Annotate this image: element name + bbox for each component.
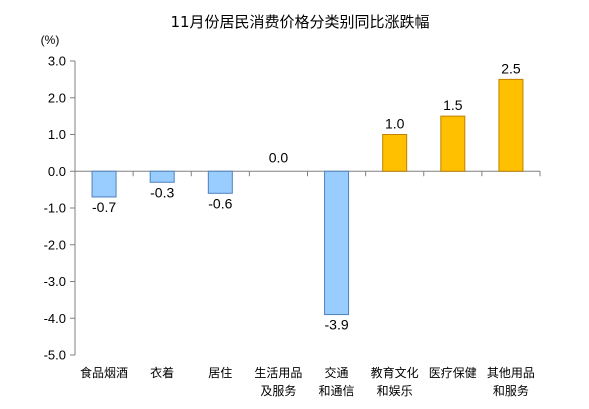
y-tick-label: -3.0: [44, 274, 66, 289]
y-tick-label: 2.0: [48, 90, 66, 105]
bar-value-label: -0.7: [92, 199, 116, 215]
y-tick-label: -1.0: [44, 201, 66, 216]
bar: [91, 170, 117, 198]
x-category-label: 和服务: [493, 383, 529, 398]
bar-value-label: 1.5: [443, 97, 463, 113]
y-unit-label: (%): [41, 33, 60, 47]
x-category-label: 教育文化: [371, 365, 419, 380]
y-tick-label: -4.0: [44, 311, 66, 326]
x-category-label: 医疗保健: [429, 366, 477, 380]
x-category-label: 及服务: [260, 383, 296, 398]
x-category-label: 和通信: [319, 384, 355, 398]
x-category-label: 食品烟酒: [80, 365, 128, 380]
x-category-label: 交通: [325, 365, 349, 380]
x-category-label: 和娱乐: [377, 384, 413, 398]
y-tick-label: 0.0: [48, 164, 66, 179]
bar: [324, 170, 350, 316]
y-tick-label: -2.0: [44, 237, 66, 252]
x-category-label: 生活用品: [254, 366, 302, 380]
y-tick-label: 1.0: [48, 127, 66, 142]
y-tick-label: 3.0: [48, 54, 66, 69]
value-labels: -0.7 -0.3 -0.6 0.0 -3.9 1.0 1.5 2.5: [92, 60, 521, 332]
bar-value-label: -3.9: [325, 317, 349, 333]
x-category-label: 其他用品: [487, 366, 535, 380]
bar: [498, 78, 524, 172]
chart-title: 11月份居民消费价格分类别同比涨跌幅: [170, 13, 429, 31]
axes: 3.0 2.0 1.0 0.0 -1.0 -2.0 -3.0 -4.0 -5.0: [44, 54, 541, 363]
x-category-label: 居住: [208, 366, 232, 380]
bars: [91, 78, 524, 316]
bar: [149, 170, 175, 183]
bar: [440, 115, 466, 172]
x-category-label: 衣着: [150, 365, 174, 380]
bar-value-label: 2.5: [501, 60, 521, 76]
bar-value-label: -0.3: [150, 184, 174, 200]
bar: [382, 134, 408, 172]
y-tick-label: -5.0: [44, 348, 66, 363]
bar-value-label: 0.0: [269, 149, 289, 165]
bar: [207, 170, 233, 194]
bar-value-label: -0.6: [208, 195, 232, 211]
bar-value-label: 1.0: [385, 116, 405, 132]
